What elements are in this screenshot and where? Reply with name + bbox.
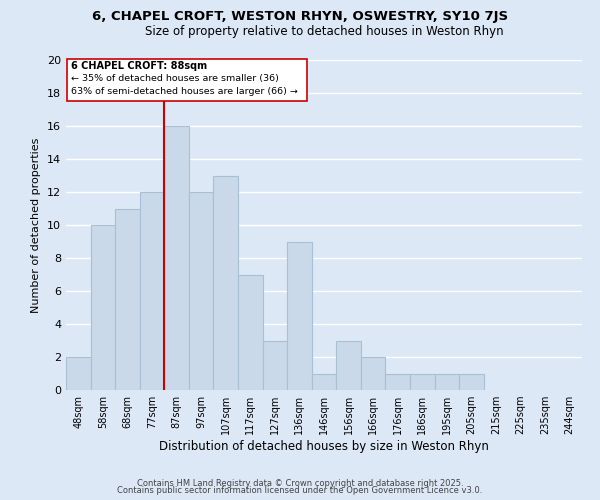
Bar: [66, 357, 91, 390]
Text: ← 35% of detached houses are smaller (36): ← 35% of detached houses are smaller (36…: [71, 74, 279, 82]
Bar: [238, 274, 263, 390]
Title: Size of property relative to detached houses in Weston Rhyn: Size of property relative to detached ho…: [145, 25, 503, 38]
Bar: [434, 374, 459, 390]
Bar: [410, 374, 434, 390]
Bar: [459, 374, 484, 390]
Bar: [164, 126, 189, 390]
Y-axis label: Number of detached properties: Number of detached properties: [31, 138, 41, 312]
Bar: [263, 340, 287, 390]
Bar: [214, 176, 238, 390]
X-axis label: Distribution of detached houses by size in Weston Rhyn: Distribution of detached houses by size …: [159, 440, 489, 453]
Bar: [91, 225, 115, 390]
Bar: [140, 192, 164, 390]
Bar: [361, 357, 385, 390]
Text: Contains public sector information licensed under the Open Government Licence v3: Contains public sector information licen…: [118, 486, 482, 495]
Bar: [336, 340, 361, 390]
Bar: [312, 374, 336, 390]
Text: Contains HM Land Registry data © Crown copyright and database right 2025.: Contains HM Land Registry data © Crown c…: [137, 478, 463, 488]
Text: 63% of semi-detached houses are larger (66) →: 63% of semi-detached houses are larger (…: [71, 87, 298, 96]
Bar: [287, 242, 312, 390]
Bar: [189, 192, 214, 390]
Text: 6 CHAPEL CROFT: 88sqm: 6 CHAPEL CROFT: 88sqm: [71, 61, 207, 71]
FancyBboxPatch shape: [67, 59, 307, 101]
Bar: [385, 374, 410, 390]
Bar: [115, 208, 140, 390]
Text: 6, CHAPEL CROFT, WESTON RHYN, OSWESTRY, SY10 7JS: 6, CHAPEL CROFT, WESTON RHYN, OSWESTRY, …: [92, 10, 508, 23]
